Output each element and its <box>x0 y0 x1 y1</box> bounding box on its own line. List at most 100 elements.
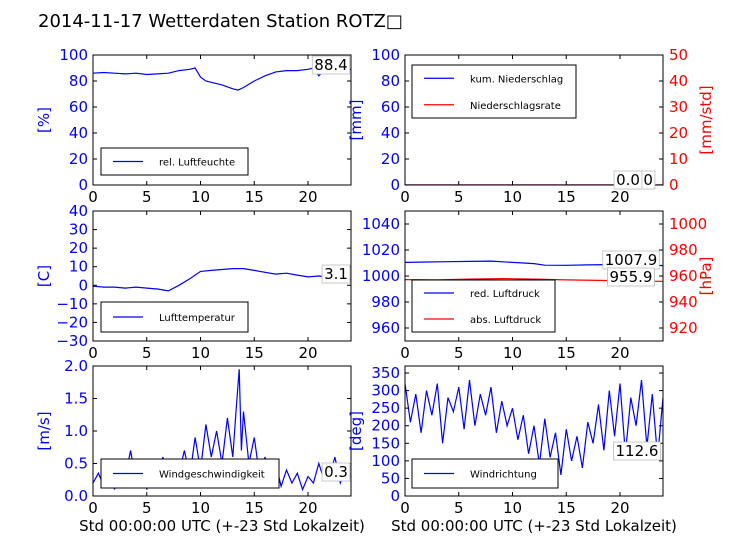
legend-entry: Niederschlagsrate <box>470 101 561 112</box>
x-tick-label: 15 <box>245 499 264 517</box>
y-axis-label: [%] <box>35 107 53 133</box>
y-tick-label: 40 <box>69 202 88 220</box>
x-tick-label: 5 <box>142 499 152 517</box>
legend-entry: red. Luftdruck <box>470 289 540 300</box>
y2-axis-label: [hPa] <box>697 257 715 296</box>
current-value-label: 0.3 <box>324 463 348 481</box>
legend-entry: Lufttemperatur <box>159 313 236 324</box>
y2-tick-label: 980 <box>669 241 698 259</box>
y-tick-label: 0.5 <box>64 455 88 473</box>
x-tick-label: 5 <box>454 499 464 517</box>
y2-tick-label: 920 <box>669 319 698 337</box>
y-axis-label: [mm] <box>347 100 365 141</box>
y-tick-label: 1.5 <box>64 390 88 408</box>
y-tick-label: 20 <box>381 150 400 168</box>
y2-tick-label: 960 <box>669 267 698 285</box>
current-value-label-2: 955.9 <box>610 268 653 286</box>
legend-entry: Windrichtung <box>470 470 537 481</box>
y-tick-label: −10 <box>56 295 88 313</box>
figure-title: 2014-11-17 Wetterdaten Station ROTZ□ <box>38 11 403 32</box>
y-tick-label: 1000 <box>362 267 400 285</box>
chart-panel-3: 0 5 10 15 20−30−20−10010203040[C]Lufttempera… <box>35 202 352 362</box>
y-tick-label: 80 <box>381 72 400 90</box>
x-tick-label: 10 <box>503 344 522 362</box>
y2-tick-label: 940 <box>669 293 698 311</box>
legend: rel. Luftfeuchte <box>100 147 249 176</box>
x-tick-label: 5 <box>142 344 152 362</box>
y-tick-label: 0 <box>390 176 400 194</box>
x-tick-label: 20 <box>298 344 317 362</box>
y2-tick-label: 1000 <box>669 215 707 233</box>
x-tick-label: 5 <box>454 188 464 206</box>
y-axis-label: [deg] <box>347 411 365 451</box>
legend: Lufttemperatur <box>100 301 249 333</box>
y-tick-label: 60 <box>381 98 400 116</box>
y-tick-label: 60 <box>69 98 88 116</box>
x-tick-label: 0 <box>88 499 98 517</box>
legend-entry: abs. Luftdruck <box>470 315 541 326</box>
x-tick-label: 0 <box>88 188 98 206</box>
legend-entry: kum. Niederschlag <box>470 74 563 85</box>
x-tick-label: 10 <box>503 499 522 517</box>
y-tick-label: 1040 <box>362 215 400 233</box>
x-tick-label: 0 <box>400 344 410 362</box>
x-tick-label: 5 <box>142 188 152 206</box>
y2-tick-label: 30 <box>669 98 688 116</box>
y-tick-label: 300 <box>371 382 400 400</box>
series-line-6-1 <box>405 380 663 475</box>
plot-frame <box>92 54 352 186</box>
x-tick-label: 20 <box>610 188 629 206</box>
y-tick-label: 2.0 <box>64 357 88 375</box>
chart-panel-2: 0 5 10 15 20 0 20 40 60 80 100 0 10 20 30 40 50 [mm] [mm/s… <box>347 46 715 206</box>
x-tick-label: 10 <box>191 188 210 206</box>
legend: Windrichtung <box>411 458 559 489</box>
x-tick-label: 5 <box>454 344 464 362</box>
x-tick-label: 15 <box>245 344 264 362</box>
x-tick-label: 0 <box>400 188 410 206</box>
y-tick-label: 0 <box>78 176 88 194</box>
x-tick-label: 20 <box>610 499 629 517</box>
plot-frame <box>92 210 352 342</box>
x-tick-label: 15 <box>245 188 264 206</box>
y-tick-label: 80 <box>69 72 88 90</box>
y-tick-label: 30 <box>69 221 88 239</box>
y-tick-label: 100 <box>371 452 400 470</box>
current-value-label: 112.6 <box>616 442 659 460</box>
y-tick-label: 0 <box>78 276 88 294</box>
legend: Windgeschwindigkeit <box>100 458 280 489</box>
y-tick-label: 40 <box>69 124 88 142</box>
x-tick-label: 10 <box>191 344 210 362</box>
x-tick-label: 0 <box>88 344 98 362</box>
y2-tick-label: 50 <box>669 46 688 64</box>
y-axis-label: [C] <box>35 265 53 287</box>
y-tick-label: 150 <box>371 434 400 452</box>
y-tick-label: 200 <box>371 417 400 435</box>
current-value-label: 1007.9 <box>605 251 658 269</box>
y2-tick-label: 0 <box>669 176 679 194</box>
y2-tick-label: 10 <box>669 150 688 168</box>
y2-axis-label: [mm/std] <box>697 85 715 154</box>
y-axis-label: [m/s] <box>35 411 53 450</box>
y-tick-label: 1020 <box>362 241 400 259</box>
x-tick-label: 10 <box>503 188 522 206</box>
legend-entry: Windgeschwindigkeit <box>159 470 265 481</box>
x-tick-label: 15 <box>557 188 576 206</box>
x-tick-label: 10 <box>191 499 210 517</box>
y-tick-label: −20 <box>56 313 88 331</box>
y-tick-label: 20 <box>69 239 88 257</box>
x-axis-label: Std 00:00:00 UTC (+-23 Std Lokalzeit) <box>391 517 677 535</box>
x-tick-label: 15 <box>557 344 576 362</box>
legend-entry: rel. Luftfeuchte <box>159 158 235 169</box>
x-tick-label: 0 <box>400 499 410 517</box>
y-tick-label: 960 <box>371 319 400 337</box>
y2-tick-label: 40 <box>669 72 688 90</box>
x-axis-label: Std 00:00:00 UTC (+-23 Std Lokalzeit) <box>79 517 365 535</box>
y-tick-label: 0 <box>390 487 400 505</box>
chart-panel-5: 0 5 10 15 20 0.0 0.5 1.0 1.5 2.0 [m/s] Std 00:00:00… <box>35 357 365 535</box>
chart-panel-4: 0 5 10 15 20 960 980 1000 1020 1040 920 940 960 980 10… <box>362 210 715 362</box>
x-tick-label: 15 <box>557 499 576 517</box>
x-tick-label: 20 <box>610 344 629 362</box>
y-tick-label: 100 <box>371 46 400 64</box>
